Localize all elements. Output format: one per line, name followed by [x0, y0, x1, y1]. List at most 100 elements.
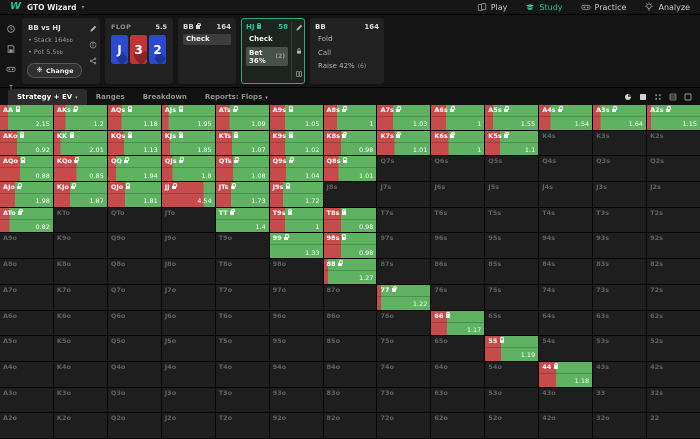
pie-icon[interactable]: [624, 93, 632, 101]
hand-cell-K5o[interactable]: K5o: [53, 336, 107, 361]
hand-cell-42o[interactable]: 42o: [539, 413, 593, 438]
hand-cell-65s[interactable]: 65s: [485, 310, 539, 336]
hand-cell-A5o[interactable]: A5o: [0, 336, 53, 361]
hand-cell-K4o[interactable]: K4o: [53, 361, 107, 387]
hand-cell-JJ[interactable]: JJ 4.54: [161, 182, 215, 207]
nav-item-play[interactable]: Play: [477, 2, 507, 12]
hand-cell-63o[interactable]: 63o: [431, 387, 485, 413]
hand-cell-T6s[interactable]: T6s: [431, 207, 485, 233]
hand-cell-54o[interactable]: 54o: [485, 361, 539, 387]
hand-cell-K6s[interactable]: K6s 1: [431, 130, 485, 156]
saved-icon[interactable]: [6, 44, 16, 54]
hand-cell-63s[interactable]: 63s: [593, 310, 647, 336]
action-raise-42-[interactable]: Raise 42% (6): [315, 61, 379, 72]
hand-cell-A8o[interactable]: A8o: [0, 259, 53, 284]
hand-cell-87s[interactable]: 87s: [377, 259, 431, 284]
hand-cell-T9o[interactable]: T9o: [215, 233, 269, 259]
hand-cell-Q4o[interactable]: Q4o: [107, 361, 161, 387]
hand-cell-98s[interactable]: 98s 0.98: [323, 233, 377, 259]
hand-cell-Q2o[interactable]: Q2o: [107, 413, 161, 438]
tab-breakdown[interactable]: Breakdown: [134, 89, 196, 105]
hand-cell-J9o[interactable]: J9o: [161, 233, 215, 259]
hand-cell-K3s[interactable]: K3s: [593, 130, 647, 156]
hand-cell-T7o[interactable]: T7o: [215, 284, 269, 310]
tab-strategy-ev[interactable]: Strategy + EV ▾: [8, 89, 87, 105]
hand-cell-54s[interactable]: 54s: [539, 336, 593, 361]
hand-cell-Q2s[interactable]: Q2s: [647, 156, 700, 182]
hand-cell-Q5s[interactable]: Q5s: [485, 156, 539, 182]
hand-cell-QJs[interactable]: QJs 1.8: [161, 156, 215, 182]
hand-cell-J8s[interactable]: J8s: [323, 182, 377, 207]
hand-cell-Q3o[interactable]: Q3o: [107, 387, 161, 413]
hand-cell-96s[interactable]: 96s: [431, 233, 485, 259]
app-title[interactable]: GTO Wizard: [27, 2, 77, 12]
hand-cell-ATo[interactable]: ATo 0.82: [0, 207, 53, 233]
hand-cell-J3s[interactable]: J3s: [593, 182, 647, 207]
hand-cell-T6o[interactable]: T6o: [215, 310, 269, 336]
action-fold[interactable]: Fold: [315, 34, 379, 45]
hand-cell-Q6o[interactable]: Q6o: [107, 310, 161, 336]
hand-cell-97o[interactable]: 97o: [269, 284, 323, 310]
hand-cell-K7s[interactable]: K7s 1.01: [377, 130, 431, 156]
hand-cell-Q6s[interactable]: Q6s: [431, 156, 485, 182]
hand-cell-92o[interactable]: 92o: [269, 413, 323, 438]
hand-cell-J4s[interactable]: J4s: [539, 182, 593, 207]
hand-cell-AJo[interactable]: AJo 1.98: [0, 182, 53, 207]
hand-cell-72o[interactable]: 72o: [377, 413, 431, 438]
action-bet-36-[interactable]: Bet 36% (2): [246, 47, 288, 66]
hand-cell-A9o[interactable]: A9o: [0, 233, 53, 259]
chevron-down-icon[interactable]: ▾: [81, 3, 85, 11]
hand-cell-64o[interactable]: 64o: [431, 361, 485, 387]
hand-cell-J6s[interactable]: J6s: [431, 182, 485, 207]
share-icon[interactable]: [89, 57, 97, 65]
hand-cell-T4o[interactable]: T4o: [215, 361, 269, 387]
hand-cell-73o[interactable]: 73o: [377, 387, 431, 413]
hand-cell-Q5o[interactable]: Q5o: [107, 336, 161, 361]
hand-cell-A6s[interactable]: A6s 1: [431, 105, 485, 130]
hand-cell-93o[interactable]: 93o: [269, 387, 323, 413]
hand-cell-JTs[interactable]: JTs 1.73: [215, 182, 269, 207]
hand-cell-94o[interactable]: 94o: [269, 361, 323, 387]
hand-cell-62o[interactable]: 62o: [431, 413, 485, 438]
change-button[interactable]: Change: [27, 63, 83, 78]
action-check[interactable]: Check: [246, 34, 288, 45]
hand-cell-J4o[interactable]: J4o: [161, 361, 215, 387]
hand-cell-97s[interactable]: 97s: [377, 233, 431, 259]
hand-cell-88[interactable]: 88 1.27: [323, 259, 377, 284]
hand-cell-QTo[interactable]: QTo: [107, 207, 161, 233]
hand-cell-KJo[interactable]: KJo 1.87: [53, 182, 107, 207]
hand-cell-KJs[interactable]: KJs 1.85: [161, 130, 215, 156]
hand-cell-85o[interactable]: 85o: [323, 336, 377, 361]
hand-cell-J2o[interactable]: J2o: [161, 413, 215, 438]
hand-cell-Q8s[interactable]: Q8s 1.01: [323, 156, 377, 182]
lock-icon[interactable]: [295, 47, 303, 55]
nav-item-study[interactable]: Study: [525, 2, 563, 12]
hand-cell-A9s[interactable]: A9s 1.05: [269, 105, 323, 130]
hand-cell-95o[interactable]: 95o: [269, 336, 323, 361]
hand-cell-J5s[interactable]: J5s: [485, 182, 539, 207]
hand-cell-T2o[interactable]: T2o: [215, 413, 269, 438]
pencil-icon[interactable]: [89, 25, 97, 33]
hand-cell-KK[interactable]: KK 2.01: [53, 130, 107, 156]
node-panel-bb-2[interactable]: BB 164 Fold Call Raise 42% (6): [310, 18, 384, 84]
hand-cell-J6o[interactable]: J6o: [161, 310, 215, 336]
hand-cell-J7o[interactable]: J7o: [161, 284, 215, 310]
hand-cell-AQo[interactable]: AQo 0.88: [0, 156, 53, 182]
square-outline-icon[interactable]: [684, 93, 692, 101]
hand-cell-44[interactable]: 44 1.18: [539, 361, 593, 387]
hand-cell-J7s[interactable]: J7s: [377, 182, 431, 207]
square-lines-icon[interactable]: [669, 93, 677, 101]
hand-cell-Q9o[interactable]: Q9o: [107, 233, 161, 259]
hand-cell-T9s[interactable]: T9s 1: [269, 207, 323, 233]
hand-cell-T3s[interactable]: T3s: [593, 207, 647, 233]
hand-cell-KTs[interactable]: KTs 1.07: [215, 130, 269, 156]
hand-cell-87o[interactable]: 87o: [323, 284, 377, 310]
hand-cell-J3o[interactable]: J3o: [161, 387, 215, 413]
hand-cell-43o[interactable]: 43o: [539, 387, 593, 413]
hand-cell-84o[interactable]: 84o: [323, 361, 377, 387]
hand-cell-KQs[interactable]: KQs 1.13: [107, 130, 161, 156]
square-filled-icon[interactable]: [639, 93, 647, 101]
pencil-icon[interactable]: [295, 24, 303, 32]
hand-cell-K9o[interactable]: K9o: [53, 233, 107, 259]
hand-cell-K3o[interactable]: K3o: [53, 387, 107, 413]
